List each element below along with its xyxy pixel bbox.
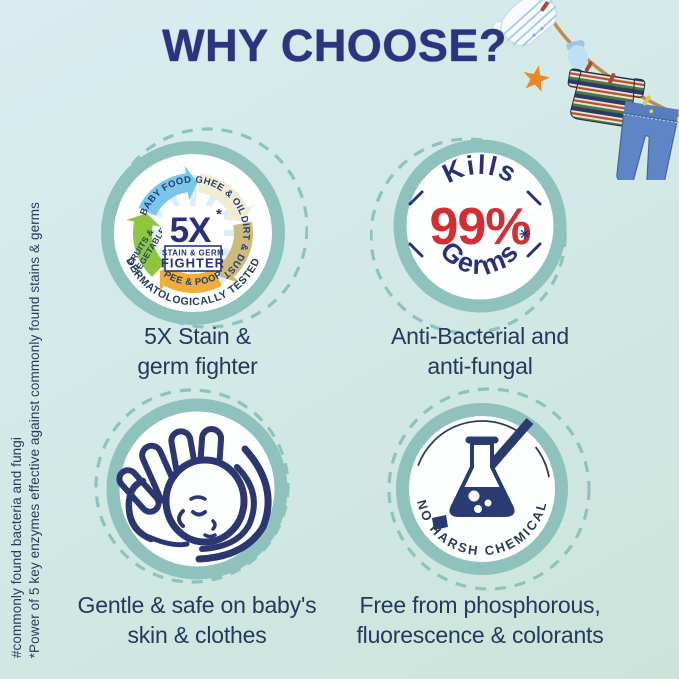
arrow-baby-food [138, 165, 198, 216]
accent-dashes [408, 190, 542, 258]
arrow-dirt-dust [215, 221, 253, 283]
badge-kills-99-germs: Kills 99% Germs ✳ [370, 137, 567, 335]
caption-line: skin & clothes [127, 622, 267, 648]
arrow-ghee-oil [198, 173, 255, 222]
badge-5x-stain-germ-fighter: BABY FOOD GHEE & OIL DIRT & DUST PEE & P… [101, 127, 308, 329]
caption-stain-fighter: 5X Stain & germ fighter [55, 321, 340, 381]
thin-inner-circle [417, 420, 550, 478]
clothespin-icon [540, 1, 549, 12]
slash-diamond-tip [432, 515, 448, 530]
page-title: WHY CHOOSE? [162, 20, 507, 71]
no-slash-rod [486, 418, 534, 470]
clothespin-icon [642, 95, 651, 106]
baby-onesie-illustration [492, 0, 558, 47]
footnotes: #commonly found bacteria and fungi *Powe… [9, 202, 42, 658]
clothespin-icon [608, 73, 616, 84]
dashed-ring [387, 387, 591, 591]
chemical-flask-icon [432, 418, 534, 530]
5x-superscript: * [216, 206, 222, 223]
5x-value: 5X [170, 211, 212, 250]
dashed-ring [94, 388, 290, 584]
caption-line: Anti-Bacterial and [391, 323, 569, 349]
arrow-fruits-vegetable [126, 213, 165, 277]
caption-line: anti-fungal [427, 353, 533, 379]
badge-no-harsh-chemical: NO HARSH CHEMICAL [387, 387, 591, 591]
jeans-illustration [616, 101, 679, 180]
badge-gentle-safe [94, 388, 290, 584]
clothesline-illustration [492, 0, 679, 180]
caption-free-from: Free from phosphorous, fluorescence & co… [330, 590, 630, 650]
germs-superscript: ✳ [519, 226, 531, 242]
footnote-hash: #commonly found bacteria and fungi [9, 436, 24, 658]
mitten-illustration [566, 40, 589, 69]
99-percent-value: 99% [429, 198, 530, 256]
footnote-star: *Power of 5 key enzymes effective agains… [27, 201, 42, 658]
clothespin-icon [584, 61, 593, 72]
caption-line: Free from phosphorous, [359, 592, 601, 618]
caption-line: Gentle & safe on baby's [77, 592, 317, 618]
arrow-pee-poop [159, 261, 223, 294]
5x-logo: 5X * STAIN & GERM FIGHTER [161, 206, 225, 272]
5x-subtitle2: FIGHTER [161, 256, 225, 271]
segment-arrows [126, 165, 255, 294]
star-shape [523, 65, 550, 92]
caption-anti-bacterial: Anti-Bacterial and anti-fungal [337, 321, 623, 381]
badge-ring [393, 139, 567, 313]
striped-shirt-illustration [567, 68, 646, 127]
caption-gentle-safe: Gentle & safe on baby's skin & clothes [47, 590, 347, 650]
caption-line: fluorescence & colorants [356, 622, 604, 648]
hand-cradling-baby-icon [116, 426, 272, 563]
5x-subtitle: STAIN & GERM [162, 249, 224, 258]
caption-line: germ fighter [137, 353, 258, 379]
caption-line: 5X Stain & [144, 323, 251, 349]
